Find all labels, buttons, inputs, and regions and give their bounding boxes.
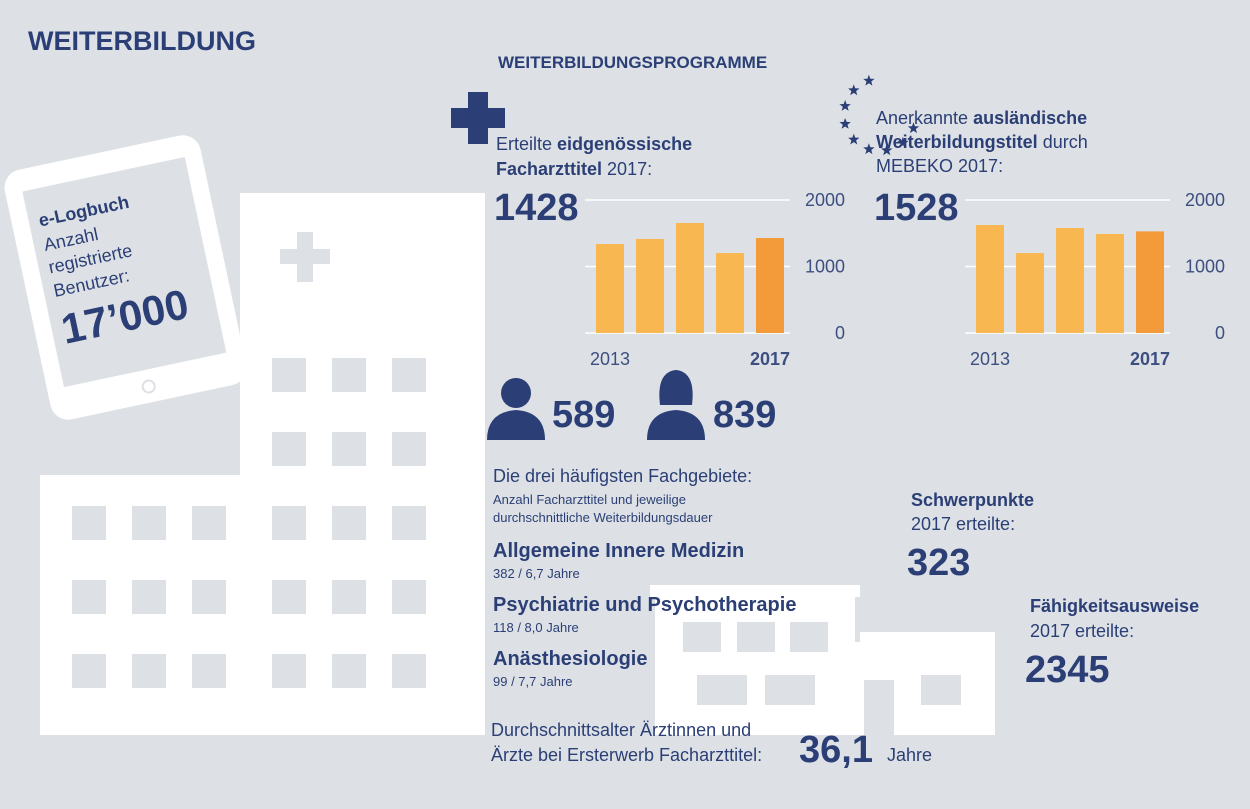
fields-heading: Die drei häufigsten Fachgebiete: (493, 466, 752, 486)
bar (976, 225, 1004, 333)
star (907, 122, 920, 134)
window (132, 580, 166, 614)
window (192, 580, 226, 614)
age-value: 36,1 (799, 729, 873, 771)
bar (596, 244, 624, 333)
x-tick-label: 2013 (590, 349, 630, 369)
bar (1136, 231, 1164, 333)
y-tick-label: 0 (835, 323, 845, 343)
window (790, 622, 828, 652)
federal-text: Erteilte eidgenössische (496, 134, 692, 154)
bar (1016, 253, 1044, 333)
star (897, 136, 909, 148)
window (921, 675, 961, 705)
cert-title: Fähigkeitsausweise (1030, 596, 1199, 616)
field-name: Anästhesiologie (493, 648, 647, 670)
window (332, 654, 366, 688)
window (192, 654, 226, 688)
field-detail: 99 / 7,7 Jahre (493, 674, 573, 689)
window (697, 675, 747, 705)
y-tick-label: 1000 (805, 257, 845, 277)
female-value: 839 (713, 394, 776, 436)
federal-value: 1428 (494, 187, 579, 229)
window (272, 654, 306, 688)
female-icon (647, 370, 705, 440)
age-unit: Jahre (887, 745, 932, 765)
window (683, 622, 721, 652)
title: WEITERBILDUNG (28, 26, 256, 56)
star (848, 133, 860, 145)
focus-value: 323 (907, 542, 970, 584)
bar (1096, 233, 1124, 333)
window (72, 580, 106, 614)
window (737, 622, 775, 652)
window (332, 358, 366, 392)
window (332, 506, 366, 540)
window (272, 580, 306, 614)
x-tick-label: 2017 (1130, 349, 1170, 369)
window (392, 506, 426, 540)
window (765, 675, 815, 705)
male-value: 589 (552, 394, 615, 436)
window (192, 506, 226, 540)
field-name: Allgemeine Innere Medizin (493, 540, 744, 562)
cert-value: 2345 (1025, 649, 1110, 691)
cert-sub: 2017 erteilte: (1030, 621, 1134, 641)
window (392, 580, 426, 614)
foreign-text: Weiterbildungstitel durch (876, 132, 1088, 152)
y-tick-label: 1000 (1185, 257, 1225, 277)
windows (72, 232, 961, 735)
window (272, 358, 306, 392)
bar (756, 238, 784, 333)
window (392, 358, 426, 392)
y-tick-label: 0 (1215, 323, 1225, 343)
y-tick-label: 2000 (805, 190, 845, 210)
x-tick-label: 2017 (750, 349, 790, 369)
foreign-value: 1528 (874, 187, 959, 229)
star (839, 100, 851, 111)
age-line: Durchschnittsalter Ärztinnen und (491, 720, 751, 740)
window (132, 654, 166, 688)
field-name: Psychiatrie und Psychotherapie (493, 594, 796, 616)
window (72, 654, 106, 688)
subtitle: WEITERBILDUNGSPROGRAMME (498, 53, 767, 72)
x-tick-label: 2013 (970, 349, 1010, 369)
bar (1056, 227, 1084, 333)
focus-title: Schwerpunkte (911, 490, 1034, 510)
window (272, 432, 306, 466)
field-detail: 382 / 6,7 Jahre (493, 566, 580, 581)
bar (716, 253, 744, 333)
bar (676, 223, 704, 333)
foreign-text: Anerkannte ausländische (876, 108, 1087, 128)
tablet: e-Logbuch Anzahl registrierte Benutzer: … (4, 135, 247, 420)
window (72, 506, 106, 540)
cross-icon (451, 92, 505, 144)
age-line: Ärzte bei Ersterwerb Facharzttitel: (491, 745, 762, 765)
star (863, 143, 875, 155)
window (332, 580, 366, 614)
window (864, 680, 894, 735)
fields-sub: durchschnittliche Weiterbildungsdauer (493, 510, 713, 525)
star (839, 118, 851, 129)
foreign-text: MEBEKO 2017: (876, 156, 1003, 176)
window (132, 506, 166, 540)
federal-text: Facharzttitel 2017: (496, 159, 652, 179)
field-detail: 118 / 8,0 Jahre (493, 620, 579, 635)
window (272, 506, 306, 540)
star (848, 84, 860, 96)
stars-icon (839, 74, 920, 156)
y-tick-label: 2000 (1185, 190, 1225, 210)
fields-sub: Anzahl Facharzttitel und jeweilige (493, 492, 686, 507)
window (392, 432, 426, 466)
bar (636, 238, 664, 333)
star (881, 144, 893, 156)
window (392, 654, 426, 688)
star (863, 74, 875, 86)
window (332, 432, 366, 466)
male-icon (487, 378, 545, 440)
focus-sub: 2017 erteilte: (911, 514, 1015, 534)
